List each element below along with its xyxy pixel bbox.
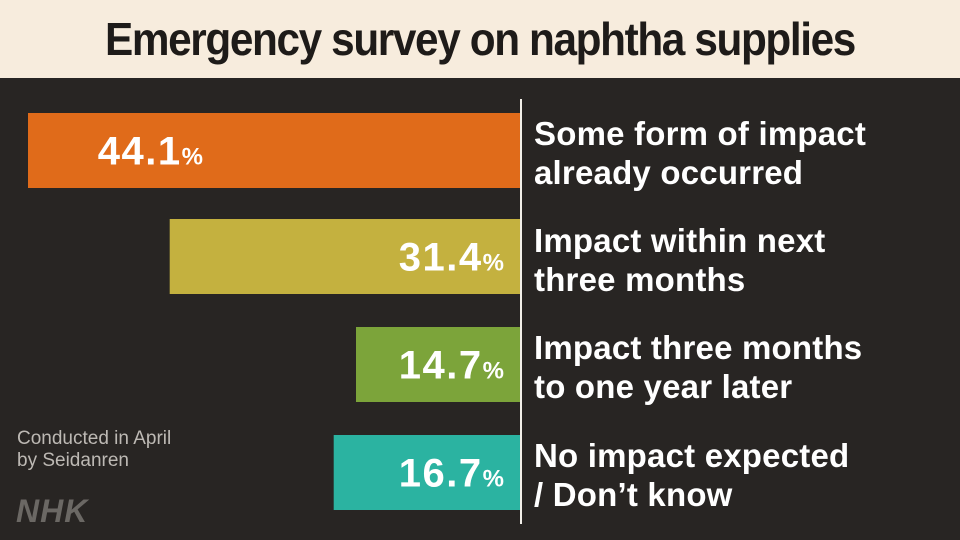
category-label-line: Impact three months [534,329,863,366]
bar-3 [356,327,520,402]
survey-note: Conducted in April by Seidanren [17,428,171,472]
title-band [0,0,960,78]
nhk-logo: NHK [16,493,89,529]
category-label-line: three months [534,261,746,298]
category-label-line: Impact within next [534,222,826,259]
category-label-line: / Don’t know [534,476,733,513]
bar-4 [333,435,520,510]
category-label-line: Some form of impact [534,115,867,152]
category-label-within-three-months: Impact within next three months [534,221,954,299]
category-label-line: to one year later [534,368,793,405]
category-label-no-impact-dont-know: No impact expected / Don’t know [534,436,954,514]
page-title: Emergency survey on naphtha supplies [105,13,856,65]
bar-value-label: 31.4% [399,236,504,280]
survey-note-line: Conducted in April [17,428,172,449]
category-label-three-months-to-one-year: Impact three months to one year later [534,328,954,406]
bar-value-label: 14.7% [399,344,504,388]
survey-note-line: by Seidanren [17,450,129,471]
bar-value-label: 44.1% [98,130,203,174]
category-label-line: already occurred [534,154,804,191]
category-label-line: No impact expected [534,437,850,474]
bar-1 [28,113,520,188]
bar-2 [169,219,520,294]
bar-value-label: 16.7% [399,452,504,496]
category-label-already-occurred: Some form of impact already occurred [534,114,954,192]
